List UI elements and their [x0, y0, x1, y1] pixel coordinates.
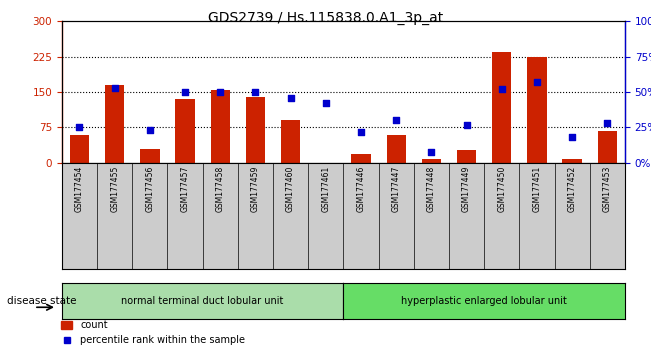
- Point: [74, 125, 85, 130]
- Point: [497, 86, 507, 92]
- Text: GSM177454: GSM177454: [75, 166, 84, 212]
- Bar: [281, 120, 300, 163]
- Text: GSM177458: GSM177458: [215, 166, 225, 212]
- Text: GSM177450: GSM177450: [497, 166, 506, 212]
- Text: GSM177457: GSM177457: [180, 166, 189, 212]
- Text: GSM177453: GSM177453: [603, 166, 612, 212]
- Point: [602, 120, 613, 126]
- Text: hyperplastic enlarged lobular unit: hyperplastic enlarged lobular unit: [401, 296, 567, 306]
- Text: GSM177456: GSM177456: [145, 166, 154, 212]
- Point: [215, 89, 225, 95]
- Point: [320, 101, 331, 106]
- Text: GSM177452: GSM177452: [568, 166, 577, 212]
- Point: [462, 122, 472, 127]
- Text: GSM177455: GSM177455: [110, 166, 119, 212]
- Bar: [457, 150, 477, 163]
- Point: [145, 127, 155, 133]
- Text: GSM177461: GSM177461: [322, 166, 330, 212]
- Text: disease state: disease state: [7, 296, 76, 306]
- Bar: [70, 135, 89, 163]
- Bar: [140, 149, 159, 163]
- Point: [250, 89, 260, 95]
- Point: [109, 85, 120, 91]
- Text: GSM177446: GSM177446: [357, 166, 365, 212]
- Bar: [527, 57, 547, 163]
- Bar: [387, 136, 406, 163]
- Point: [356, 129, 367, 135]
- Bar: [422, 159, 441, 163]
- Point: [567, 135, 577, 140]
- Point: [532, 79, 542, 85]
- Bar: [492, 52, 512, 163]
- Text: normal terminal duct lobular unit: normal terminal duct lobular unit: [122, 296, 284, 306]
- Point: [285, 95, 296, 101]
- Bar: [598, 131, 617, 163]
- Bar: [562, 159, 582, 163]
- Text: GSM177448: GSM177448: [427, 166, 436, 212]
- Bar: [245, 97, 265, 163]
- Point: [391, 118, 402, 123]
- Point: [180, 89, 190, 95]
- Text: GDS2739 / Hs.115838.0.A1_3p_at: GDS2739 / Hs.115838.0.A1_3p_at: [208, 11, 443, 25]
- Bar: [175, 99, 195, 163]
- Bar: [352, 154, 370, 163]
- Text: GSM177449: GSM177449: [462, 166, 471, 212]
- Text: GSM177460: GSM177460: [286, 166, 295, 212]
- Text: GSM177451: GSM177451: [533, 166, 542, 212]
- Point: [426, 149, 437, 154]
- Bar: [105, 85, 124, 163]
- Text: GSM177447: GSM177447: [392, 166, 401, 212]
- Bar: [210, 90, 230, 163]
- Text: GSM177459: GSM177459: [251, 166, 260, 212]
- Legend: count, percentile rank within the sample: count, percentile rank within the sample: [57, 316, 249, 349]
